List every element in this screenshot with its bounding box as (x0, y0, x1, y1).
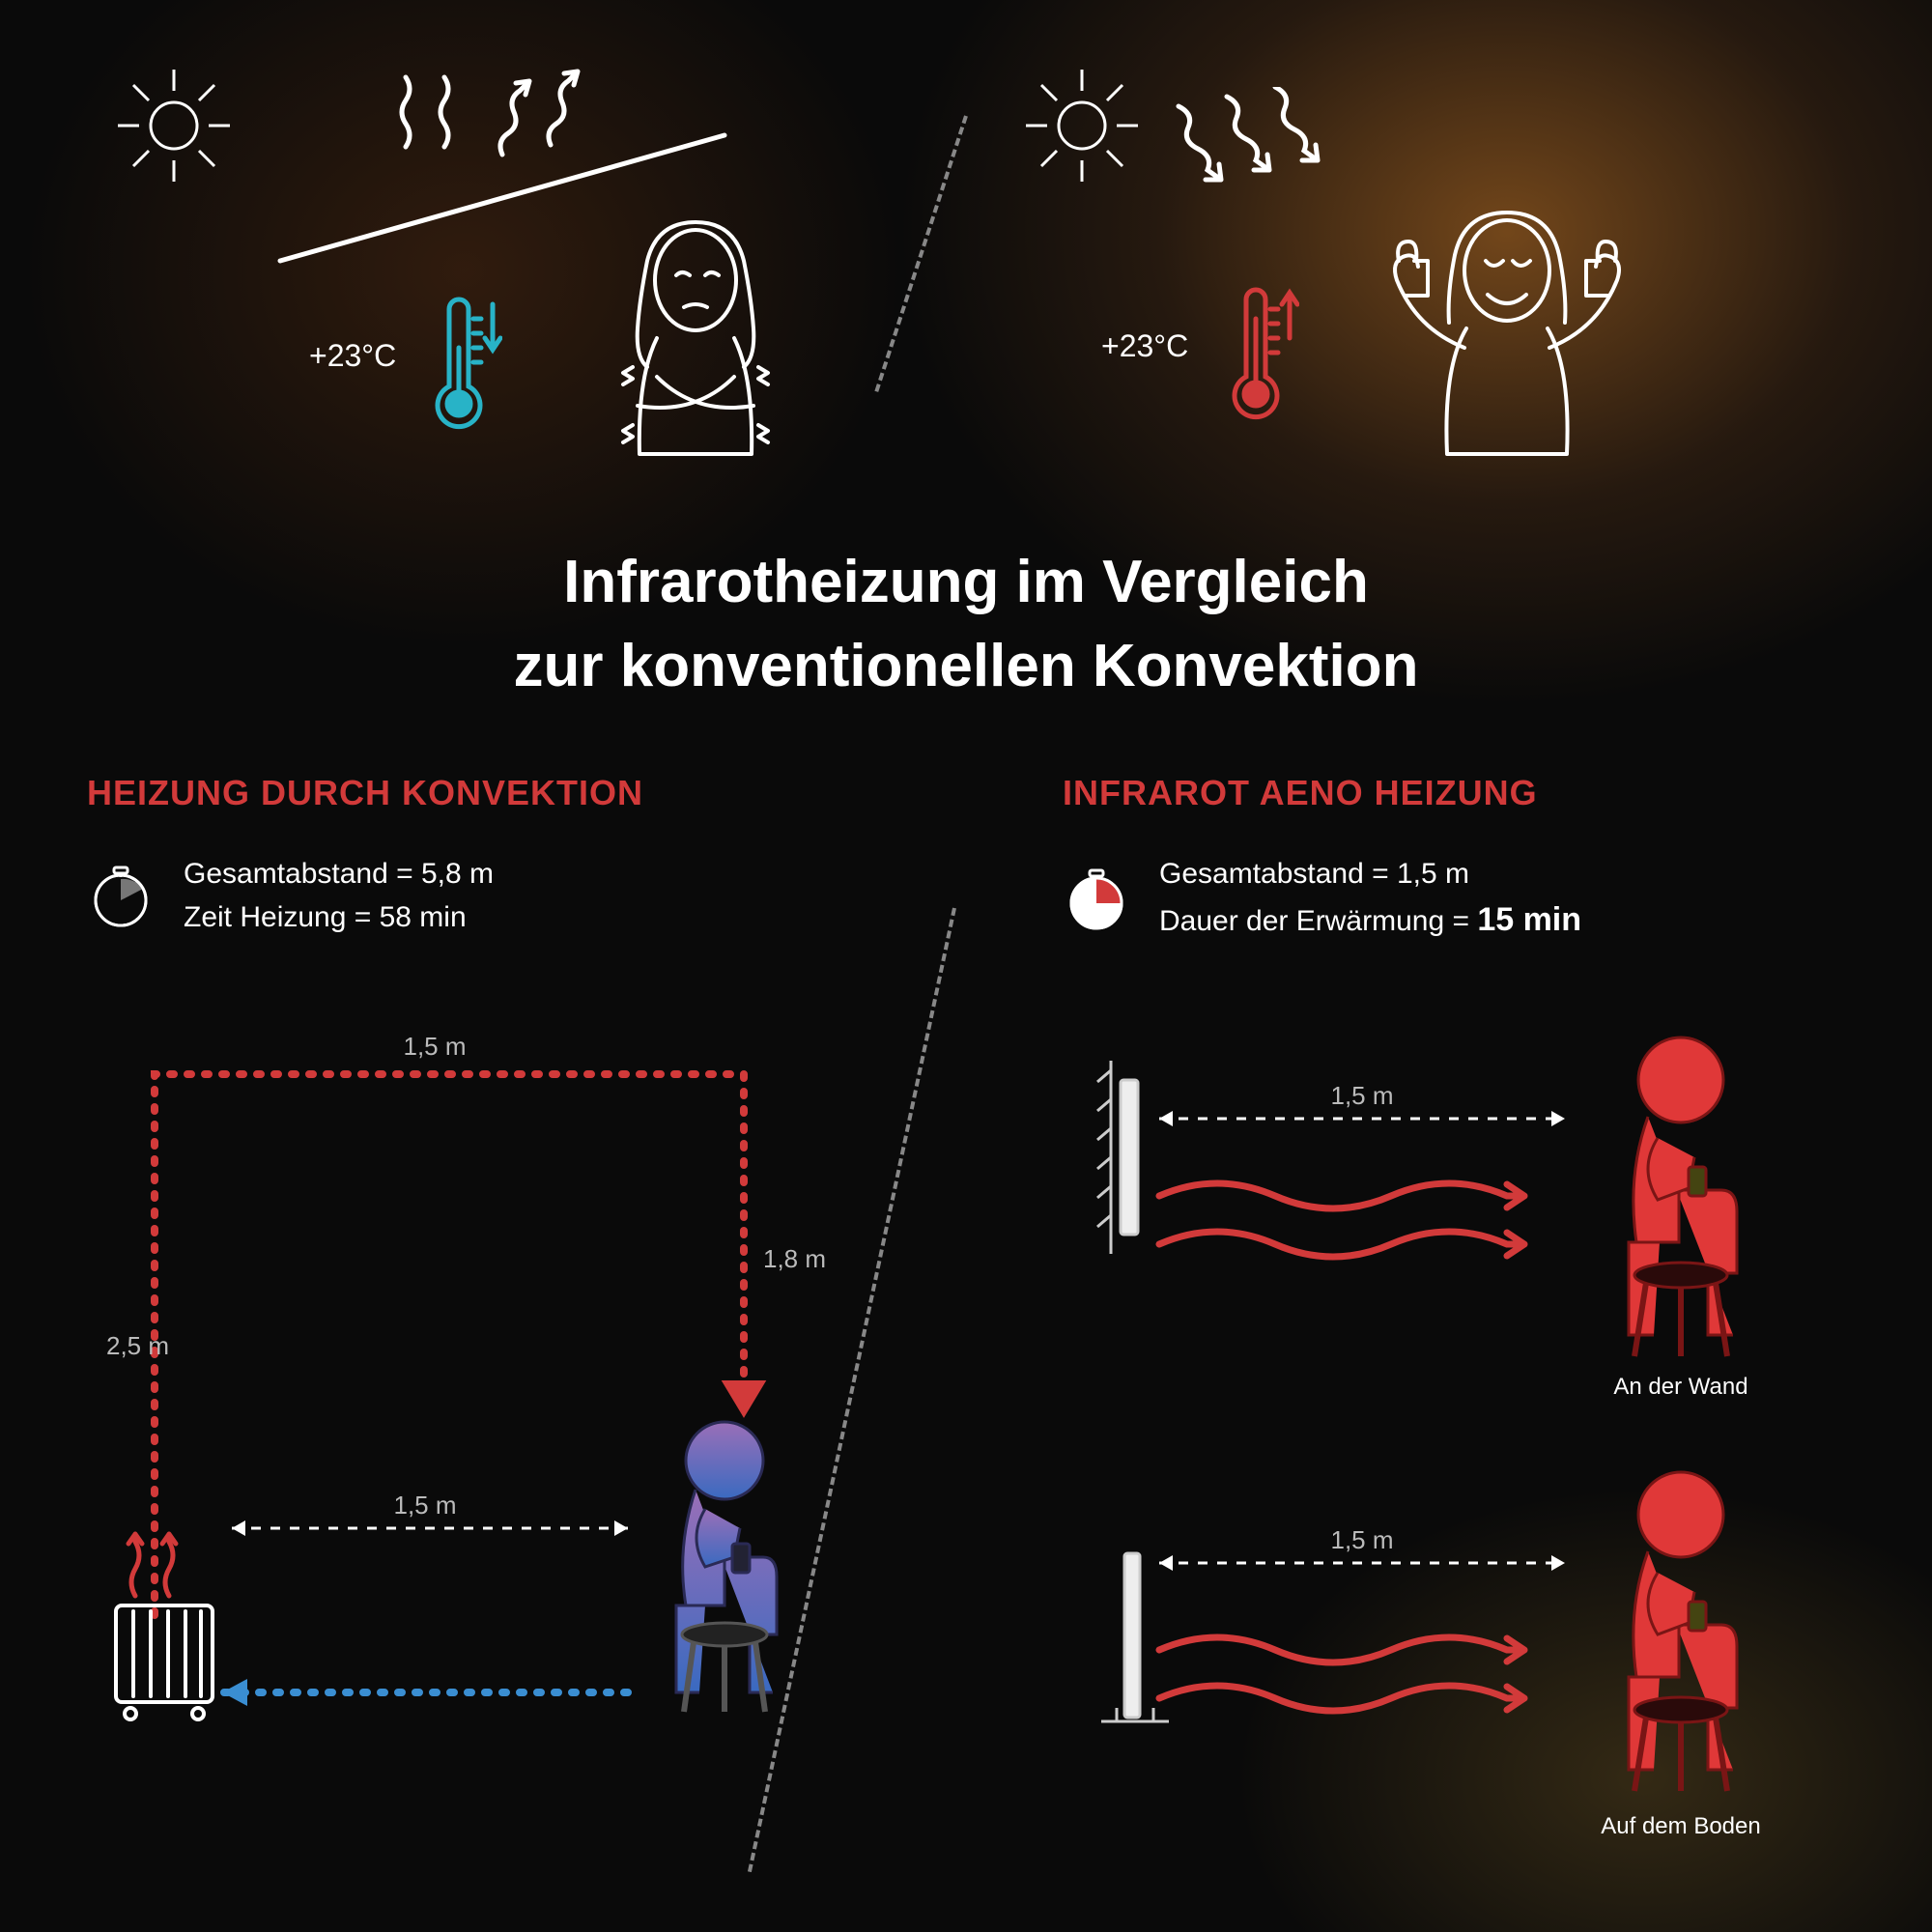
timer-icon (1063, 865, 1130, 932)
svg-text:1,5 m: 1,5 m (1330, 1525, 1393, 1554)
cold-person-icon (541, 184, 850, 551)
title-line-1: Infrarotheizung im Vergleich (0, 541, 1932, 625)
title-line-2: zur konventionellen Konvektion (0, 625, 1932, 709)
infrared-heading: INFRAROT AENO HEIZUNG (1024, 773, 1864, 813)
convection-column: HEIZUNG DURCH KONVEKTION Gesamtabstand =… (87, 773, 879, 1932)
thermometer-warm-icon (1212, 280, 1299, 435)
infrared-stat-1: Gesamtabstand = 1,5 m (1159, 852, 1581, 895)
svg-text:An der Wand: An der Wand (1613, 1374, 1747, 1400)
dist-left-label: 2,5 m (106, 1331, 169, 1360)
temp-right-label: +23°C (1101, 328, 1188, 364)
convection-stat-1: Gesamtabstand = 5,8 m (184, 852, 494, 895)
temp-left-label: +23°C (309, 338, 396, 374)
sun-icon (106, 58, 242, 198)
comparison-columns: HEIZUNG DURCH KONVEKTION Gesamtabstand =… (0, 773, 1932, 1932)
thermometer-cold-icon (415, 290, 502, 444)
infrared-stats: Gesamtabstand = 1,5 m Dauer der Erwärmun… (1024, 852, 1864, 945)
warm-person-icon (1333, 164, 1700, 551)
convection-stat-2: Zeit Heizung = 58 min (184, 895, 494, 939)
convection-stat-lines: Gesamtabstand = 5,8 m Zeit Heizung = 58 … (184, 852, 494, 939)
dist-top-label: 1,5 m (403, 1032, 466, 1061)
dist-mid-label: 1,5 m (393, 1491, 456, 1520)
infrared-stat-2: Dauer der Erwärmung = 15 min (1159, 895, 1581, 945)
convection-stats: Gesamtabstand = 5,8 m Zeit Heizung = 58 … (87, 852, 879, 939)
dist-right-label: 1,8 m (763, 1244, 826, 1273)
convection-heading: HEIZUNG DURCH KONVEKTION (87, 773, 879, 813)
top-illustration-row: +23°C (0, 39, 1932, 522)
timer-icon (87, 862, 155, 929)
sun-icon (1014, 58, 1150, 198)
infrared-stat-lines: Gesamtabstand = 1,5 m Dauer der Erwärmun… (1159, 852, 1581, 945)
top-left-panel: +23°C (58, 39, 985, 522)
top-right-panel: +23°C (947, 39, 1874, 522)
infrared-stat-2-pre: Dauer der Erwärmung = (1159, 905, 1477, 937)
infrared-stat-2-bold: 15 min (1477, 901, 1581, 938)
svg-text:Auf dem Boden: Auf dem Boden (1601, 1813, 1760, 1839)
infrared-diagram: 1,5 m An der Wand (1024, 1003, 1864, 1872)
infrared-column: INFRAROT AENO HEIZUNG Gesamtabstand = 1,… (1024, 773, 1864, 1932)
main-title: Infrarotheizung im Vergleich zur konvent… (0, 541, 1932, 709)
svg-text:1,5 m: 1,5 m (1330, 1081, 1393, 1110)
convection-diagram: 2,5 m 1,5 m 1,8 m 1,5 m (87, 997, 879, 1721)
